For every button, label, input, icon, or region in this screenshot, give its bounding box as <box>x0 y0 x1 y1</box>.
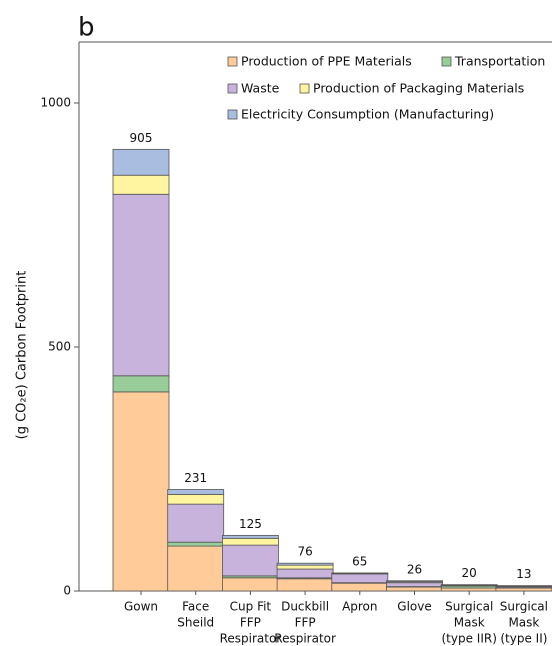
y-axis-label: (g CO₂e) Carbon Footprint <box>15 271 30 440</box>
x-tick-label: (type IIR) <box>441 632 496 646</box>
total-label: 13 <box>516 567 531 581</box>
legend-label: Waste <box>241 81 280 96</box>
x-tick-label: Sheild <box>177 616 214 630</box>
x-tick-label: Mask <box>508 616 539 630</box>
legend-label: Production of PPE Materials <box>241 54 412 69</box>
bar-segment <box>386 580 443 583</box>
bar-segment <box>167 493 225 505</box>
bar-segment <box>276 578 334 592</box>
bar-segment <box>167 545 225 592</box>
legend-swatch <box>227 109 238 120</box>
bar-segment <box>276 562 334 566</box>
x-tick-label: Mask <box>454 616 485 630</box>
bar-segment <box>276 564 334 570</box>
x-tick-label: Duckbill <box>281 600 329 614</box>
bar-segment <box>112 174 170 195</box>
x-tick-label: Cup Fit <box>230 600 272 614</box>
x-tick-label: Surgical <box>500 600 548 614</box>
bar-segment <box>386 582 443 588</box>
bar-segment <box>167 541 225 547</box>
bar-segment <box>221 537 279 546</box>
total-label: 26 <box>407 562 422 576</box>
x-tick-label: Face <box>182 600 209 614</box>
total-label: 20 <box>462 566 477 580</box>
legend-swatch <box>441 56 452 67</box>
legend-swatch <box>227 83 238 94</box>
legend-label: Electricity Consumption (Manufacturing) <box>241 107 494 122</box>
bar-segment <box>495 587 552 592</box>
legend-swatch <box>227 56 238 67</box>
x-tick-label: Gown <box>124 600 158 614</box>
x-tick-label: FFP <box>240 616 261 630</box>
x-tick-label: Surgical <box>445 600 493 614</box>
x-tick-label: (type II) <box>500 632 547 646</box>
total-label: 65 <box>352 554 367 568</box>
bar-segment <box>112 375 170 393</box>
bar-segment <box>386 586 443 592</box>
bar-segment <box>276 568 334 579</box>
total-label: 231 <box>184 471 207 485</box>
total-label: 125 <box>239 517 262 531</box>
bar-segment <box>112 148 170 176</box>
x-tick-label: Apron <box>342 600 377 614</box>
bar-segment <box>167 503 225 543</box>
bar-segment <box>221 544 279 577</box>
y-tick-label: 0 <box>63 584 71 598</box>
bar-segment <box>221 534 279 539</box>
bar-segment <box>112 193 170 377</box>
x-tick-label: FFP <box>295 616 316 630</box>
bar-segment <box>221 577 279 592</box>
y-tick-label: 1000 <box>40 96 71 110</box>
bar-segment <box>440 587 498 592</box>
y-tick-label: 500 <box>48 340 71 354</box>
legend-label: Transportation <box>454 54 545 69</box>
bar-segment <box>331 573 389 584</box>
x-tick-label: Glove <box>397 600 431 614</box>
total-label: 905 <box>130 131 153 145</box>
bar-segment <box>112 391 170 592</box>
x-tick-label: Respirator <box>274 632 336 646</box>
panel-label: b <box>78 13 95 43</box>
legend-label: Production of Packaging Materials <box>313 81 524 96</box>
legend-swatch <box>299 83 310 94</box>
total-label: 76 <box>297 545 312 559</box>
bar-segment <box>167 489 225 495</box>
bar-segment <box>331 582 389 592</box>
x-tick-label: Respirator <box>220 632 282 646</box>
